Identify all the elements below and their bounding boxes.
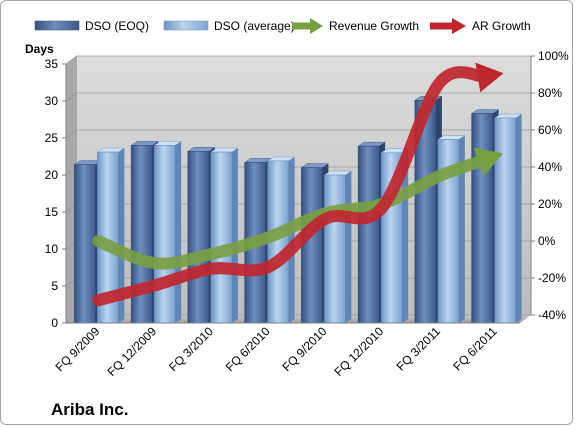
y-axis-right-ticks: -40% -20% 0% 20% 40% 60% 80% 100% — [531, 49, 569, 322]
bar-dso-average — [210, 147, 239, 324]
x-tick-label: FQ 9/2010 — [280, 324, 330, 374]
x-tick-label: FQ 3/2010 — [166, 324, 216, 374]
legend-arrowhead-ar-growth — [452, 18, 466, 34]
bar-front — [210, 151, 233, 324]
bar-front — [494, 117, 516, 324]
bar-front — [153, 145, 176, 324]
bar-dso-average — [266, 156, 296, 324]
y-tick-label: 5 — [51, 279, 58, 293]
legend-swatch-dso-eoq — [34, 20, 80, 31]
x-tick-label: FQ 6/2010 — [223, 324, 273, 374]
bar-front — [357, 145, 380, 324]
gridline-side — [65, 55, 78, 65]
bar-front — [471, 113, 493, 324]
x-tick-label: FQ 12/2009 — [105, 324, 160, 379]
legend-swatch-dso-average — [163, 20, 209, 31]
bar-dso-average — [437, 135, 466, 324]
bar-side — [458, 135, 465, 323]
bar-side — [288, 156, 295, 323]
line-revenue-growth — [92, 147, 504, 270]
gridline-side — [65, 92, 78, 102]
bar-side — [231, 148, 238, 323]
y-tick-label: 20 — [45, 168, 59, 182]
y2-tick-label: 0% — [538, 234, 556, 248]
y-tick-label: 0 — [51, 316, 58, 330]
bar-side — [118, 148, 125, 323]
legend-item-ar-growth: AR Growth — [430, 18, 531, 34]
y-tick-label: 15 — [45, 205, 59, 219]
legend-label-revenue-growth: Revenue Growth — [329, 19, 419, 33]
y2-tick-label: 40% — [538, 160, 562, 174]
y2-tick-label: -40% — [538, 308, 566, 322]
growth-lines — [92, 62, 504, 307]
legend: DSO (EOQ) DSO (average) Revenue Growth A… — [34, 18, 531, 34]
bar-dso-average — [493, 113, 523, 324]
x-tick-label: FQ 3/2011 — [394, 324, 444, 374]
legend-arrowhead-revenue-growth — [310, 18, 323, 34]
gridline-side — [65, 129, 78, 139]
bar-front — [301, 167, 323, 324]
y2-tick-label: -20% — [538, 271, 566, 285]
legend-label-dso-eoq: DSO (EOQ) — [85, 19, 149, 33]
bar-side — [515, 114, 522, 324]
bar-front — [74, 164, 96, 324]
x-tick-label: FQ 9/2009 — [53, 324, 103, 374]
y-axis-left-ticks: 0 5 10 15 20 25 30 35 — [45, 57, 66, 330]
y2-tick-label: 80% — [538, 86, 562, 100]
x-tick-label: FQ 6/2011 — [450, 324, 500, 374]
bar-front — [324, 174, 346, 324]
y-axis-left-title: Days — [25, 42, 54, 56]
bar-side — [345, 171, 352, 323]
bar-series — [73, 96, 523, 324]
growth-arrowhead — [475, 62, 504, 93]
y-tick-label: 10 — [45, 242, 59, 256]
y2-tick-label: 60% — [538, 123, 562, 137]
growth-line-path — [92, 66, 490, 307]
bar-side — [175, 141, 182, 323]
x-axis-ticks: FQ 9/2009 FQ 12/2009 FQ 3/2010 FQ 6/2010 FQ … — [53, 324, 500, 379]
y2-tick-label: 20% — [538, 197, 562, 211]
growth-line-path — [92, 153, 491, 270]
growth-arrowhead — [473, 147, 504, 177]
legend-item-revenue-growth: Revenue Growth — [292, 18, 419, 34]
legend-item-dso-eoq: DSO (EOQ) — [34, 19, 149, 33]
y-tick-label: 35 — [45, 57, 59, 71]
x-tick-label: FQ 12/2010 — [332, 324, 387, 379]
bar-dso-average — [96, 147, 126, 324]
y2-tick-label: 100% — [538, 49, 569, 63]
line-ar-growth — [92, 62, 504, 307]
bar-front — [187, 151, 210, 324]
y-tick-label: 25 — [45, 131, 59, 145]
company-label: Ariba Inc. — [51, 400, 128, 419]
legend-item-dso-average: DSO (average) — [163, 19, 295, 33]
legend-label-ar-growth: AR Growth — [472, 19, 531, 33]
y-tick-label: 30 — [45, 94, 59, 108]
bar-dso-average — [153, 141, 182, 324]
bar-dso-average — [323, 170, 353, 324]
legend-label-dso-average: DSO (average) — [214, 19, 295, 33]
